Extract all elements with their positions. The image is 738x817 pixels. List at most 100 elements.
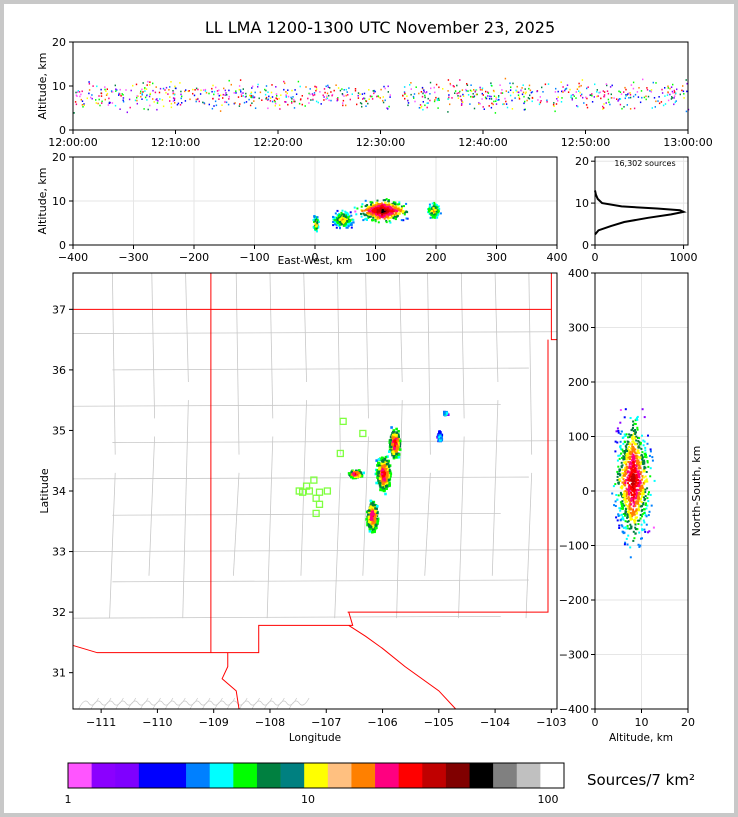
source-point (585, 104, 588, 106)
source-cell (333, 223, 336, 226)
county-line (396, 400, 403, 619)
source-cell (638, 545, 641, 548)
source-point (297, 80, 300, 83)
source-point (580, 94, 582, 97)
source-cell (380, 483, 384, 487)
source-cell (342, 215, 345, 218)
source-point (469, 103, 471, 105)
source-point (111, 91, 114, 93)
source-point (122, 99, 124, 102)
source-point (204, 88, 207, 91)
source-point (184, 90, 186, 93)
source-cell (385, 198, 388, 201)
source-point (245, 95, 247, 98)
source-cell (384, 206, 387, 209)
source-cell (637, 456, 640, 459)
source-point (356, 103, 358, 106)
source-cell (335, 226, 338, 229)
source-cell (338, 216, 341, 219)
source-point (406, 95, 408, 97)
source-point (438, 86, 440, 89)
county-line (362, 436, 369, 576)
source-cell (432, 206, 435, 208)
source-point (557, 90, 559, 93)
colorbar-cell (516, 763, 541, 788)
source-point (175, 87, 177, 90)
source-cell (376, 209, 379, 212)
source-point (618, 90, 620, 93)
source-cell (383, 472, 386, 476)
source-cell (629, 461, 632, 464)
source-point (538, 103, 541, 106)
source-cell (628, 433, 631, 436)
source-point (505, 90, 507, 92)
source-point (675, 100, 677, 102)
source-cell (626, 497, 629, 500)
source-cell (313, 220, 315, 223)
source-cell (368, 211, 371, 213)
colorbar-cell (422, 763, 447, 788)
y-tick-label: 400 (568, 267, 589, 280)
station-marker (312, 509, 320, 518)
source-point (422, 101, 424, 103)
source-cell (381, 214, 384, 217)
source-point (557, 96, 559, 98)
source-cell (643, 521, 646, 524)
source-cell (616, 519, 619, 522)
source-point (670, 86, 673, 88)
source-cell (643, 416, 646, 419)
county-line (528, 272, 533, 455)
source-cell (369, 512, 373, 516)
source-point (650, 89, 653, 91)
source-point (145, 88, 148, 90)
source-point (636, 91, 639, 93)
source-cell (374, 512, 377, 516)
source-point (472, 96, 474, 98)
source-point (299, 85, 301, 88)
source-cell (435, 216, 438, 219)
source-point (105, 90, 107, 92)
source-cell (367, 509, 371, 512)
source-point (267, 91, 269, 93)
source-cell (633, 457, 636, 460)
source-cell (440, 436, 443, 440)
source-point (104, 88, 106, 91)
source-cell (618, 470, 621, 472)
sources-count-label: 16,302 sources (614, 159, 675, 168)
source-cell (633, 482, 636, 485)
source-point (407, 102, 410, 104)
source-point (146, 94, 148, 97)
source-point (423, 89, 425, 91)
source-cell (614, 483, 617, 486)
source-point (602, 105, 604, 108)
source-point (685, 79, 687, 81)
source-cell (646, 487, 649, 490)
source-cell (639, 443, 642, 446)
source-cell (342, 216, 345, 219)
source-cell (360, 205, 363, 208)
source-point (470, 95, 472, 98)
source-point (147, 80, 149, 83)
source-point (357, 97, 360, 99)
source-point (91, 97, 93, 100)
source-cell (634, 433, 637, 436)
source-point (458, 92, 460, 94)
source-cell (396, 439, 400, 442)
source-cell (611, 492, 614, 495)
source-cell (622, 513, 625, 515)
source-cell (636, 502, 639, 505)
source-cell (632, 539, 635, 542)
source-cell (642, 463, 645, 465)
source-point (293, 100, 295, 103)
source-cell (377, 207, 380, 210)
source-point (181, 95, 183, 98)
x-tick-label: 12:20:00 (253, 136, 302, 149)
source-cell (373, 520, 377, 524)
source-point (495, 103, 498, 105)
source-cell (398, 209, 401, 212)
source-point (422, 108, 424, 111)
source-cell (366, 523, 369, 527)
source-point (208, 92, 210, 95)
source-cell (624, 458, 627, 461)
source-cell (340, 211, 343, 214)
